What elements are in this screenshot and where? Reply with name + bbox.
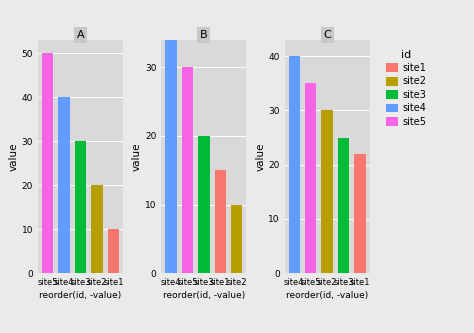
Bar <box>108 229 119 273</box>
Bar <box>305 83 317 273</box>
Bar <box>165 33 177 273</box>
Y-axis label: value: value <box>132 142 142 171</box>
X-axis label: reorder(id, -value): reorder(id, -value) <box>286 291 368 300</box>
Bar <box>75 141 86 273</box>
Text: B: B <box>200 30 208 40</box>
Bar <box>215 170 226 273</box>
Bar <box>231 204 243 273</box>
Bar <box>338 138 349 273</box>
X-axis label: reorder(id, -value): reorder(id, -value) <box>163 291 245 300</box>
Legend: site1, site2, site3, site4, site5: site1, site2, site3, site4, site5 <box>382 45 432 132</box>
Bar <box>42 53 53 273</box>
Bar <box>198 136 210 273</box>
Text: A: A <box>77 30 84 40</box>
Bar <box>289 56 300 273</box>
Bar <box>91 185 103 273</box>
Y-axis label: value: value <box>255 142 265 171</box>
Bar <box>182 67 193 273</box>
Bar <box>58 97 70 273</box>
Bar <box>355 154 366 273</box>
Y-axis label: value: value <box>9 142 19 171</box>
X-axis label: reorder(id, -value): reorder(id, -value) <box>39 291 122 300</box>
Text: C: C <box>323 30 331 40</box>
Bar <box>321 111 333 273</box>
